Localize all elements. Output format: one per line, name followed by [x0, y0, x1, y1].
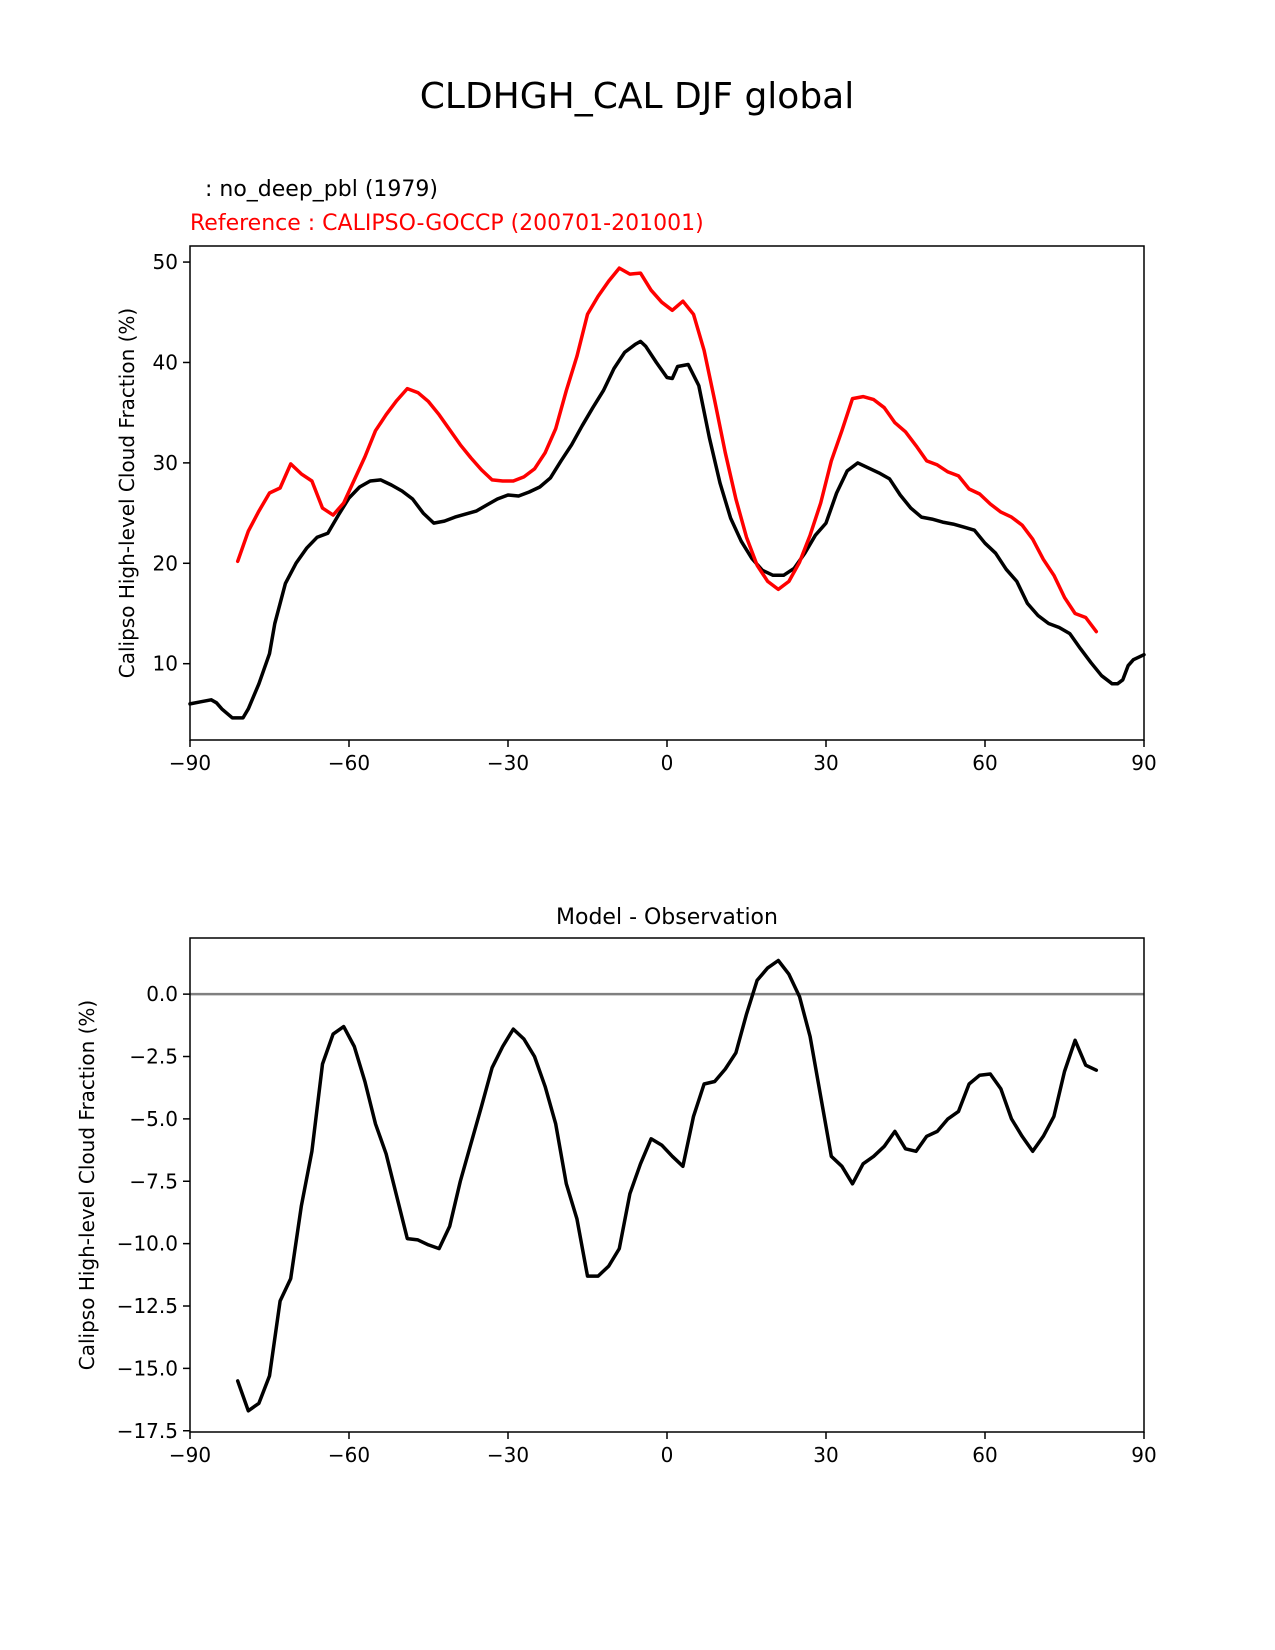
x-tick-label: 60 — [972, 1443, 997, 1467]
series-line-model — [188, 339, 1146, 720]
y-tick-label: 50 — [153, 250, 178, 274]
bottom-title: Model - Observation — [556, 905, 778, 930]
bottom-plot-frame — [189, 937, 1145, 1433]
x-tick-label: −30 — [487, 751, 529, 775]
top-series — [188, 266, 1146, 720]
x-tick-label: −60 — [328, 1443, 370, 1467]
x-tick-label: 0 — [661, 1443, 674, 1467]
y-tick-label: −10.0 — [117, 1232, 178, 1256]
y-tick-label: 20 — [153, 551, 178, 575]
series-line-reference — [235, 266, 1099, 634]
bottom-series — [235, 958, 1099, 1413]
figure-title: CLDHGH_CAL DJF global — [420, 76, 855, 117]
x-tick-label: 60 — [972, 751, 997, 775]
bottom-y-axis-label: Calipso High-level Cloud Fraction (%) — [75, 1000, 99, 1370]
y-tick-label: 10 — [153, 652, 178, 676]
y-tick-label: −12.5 — [117, 1294, 178, 1318]
top-x-ticks: −90 −60 −30 0 30 60 90 — [169, 740, 1157, 775]
y-tick-label: −7.5 — [129, 1169, 178, 1193]
y-tick-label: 30 — [153, 451, 178, 475]
x-tick-label: −90 — [169, 1443, 211, 1467]
top-y-grid-ticks: 10 20 30 40 50 — [153, 250, 190, 676]
x-tick-label: −60 — [328, 751, 370, 775]
y-tick-label: −5.0 — [129, 1107, 178, 1131]
y-tick-label: −17.5 — [117, 1419, 178, 1443]
x-tick-label: 90 — [1131, 1443, 1156, 1467]
x-tick-label: 30 — [813, 1443, 838, 1467]
y-tick-label: −15.0 — [117, 1356, 178, 1380]
series-line-model — [235, 958, 1099, 1413]
bottom-panel: Model - Observation 0.0 −2.5 −5.0 −7.5 −10.0… — [75, 905, 1157, 1467]
top-y-axis-label: Calipso High-level Cloud Fraction (%) — [115, 308, 139, 678]
y-tick-label: 40 — [153, 350, 178, 374]
top-reference-title: Reference : CALIPSO-GOCCP (200701-201001… — [190, 211, 704, 236]
bottom-x-ticks: −90 −60 −30 0 30 60 90 — [169, 1432, 1157, 1467]
top-test-title: : no_deep_pbl (1979) — [205, 177, 438, 202]
x-tick-label: 90 — [1131, 751, 1156, 775]
x-tick-label: 0 — [661, 751, 674, 775]
x-tick-label: −90 — [169, 751, 211, 775]
bottom-y-ticks: 0.0 −2.5 −5.0 −7.5 −10.0 −12.5 −15.0 −17.5 — [117, 982, 190, 1443]
y-tick-label: −2.5 — [129, 1045, 178, 1069]
top-plot-frame — [189, 245, 1145, 741]
top-panel: : no_deep_pbl (1979) Reference : CALIPSO… — [115, 177, 1157, 775]
y-tick-label: 0.0 — [146, 982, 178, 1006]
x-tick-label: 30 — [813, 751, 838, 775]
x-tick-label: −30 — [487, 1443, 529, 1467]
